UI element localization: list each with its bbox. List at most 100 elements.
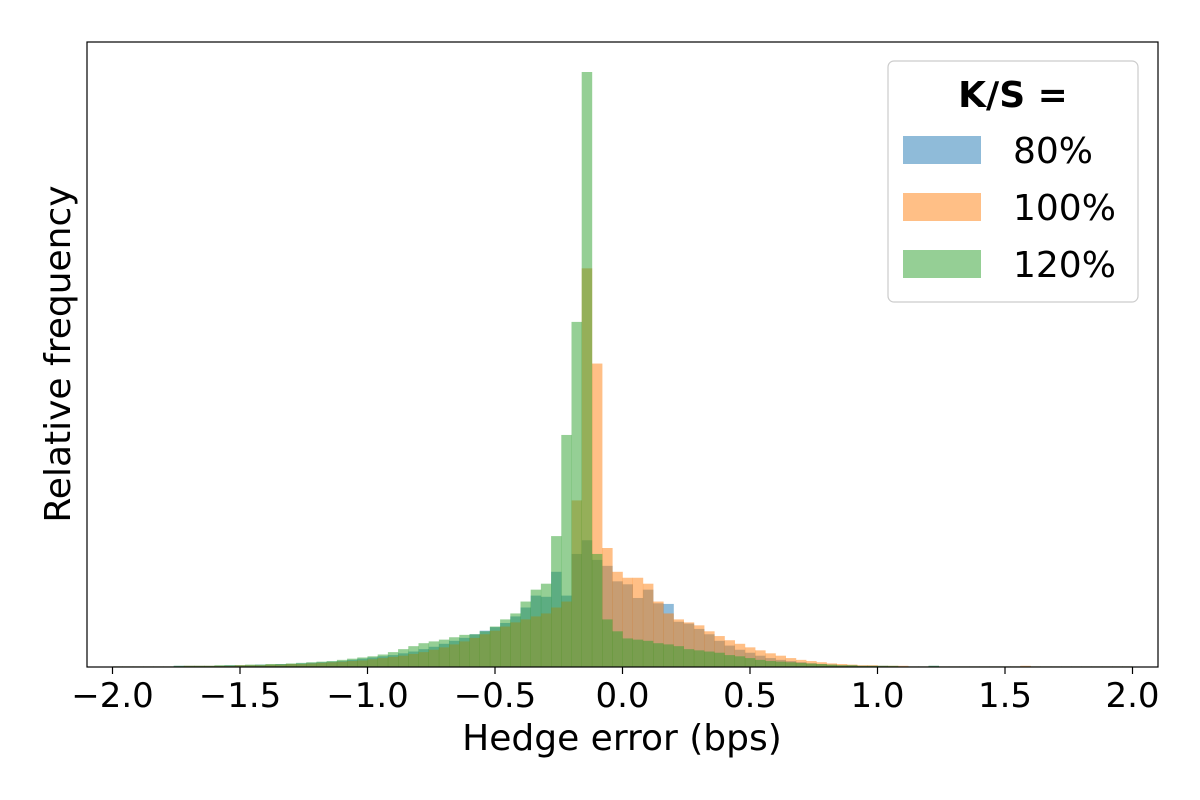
histogram-bar xyxy=(612,631,623,667)
histogram-bar xyxy=(367,656,378,667)
legend-label: 100% xyxy=(1013,188,1116,229)
histogram-bar xyxy=(775,661,786,667)
histogram-bar xyxy=(326,661,338,667)
histogram-bar xyxy=(775,655,786,667)
histogram-bar xyxy=(214,665,225,667)
histogram-bar xyxy=(653,643,664,667)
histogram-bar xyxy=(224,665,236,667)
histogram-bar xyxy=(683,622,695,668)
histogram-bar xyxy=(275,664,287,667)
histogram-bar xyxy=(704,631,715,667)
histogram-bar xyxy=(642,640,654,667)
histogram-bar xyxy=(755,659,766,667)
x-axis-label: Hedge error (bps) xyxy=(462,718,782,759)
histogram-bar xyxy=(734,656,746,667)
histogram-bar xyxy=(408,646,419,667)
histogram-bar xyxy=(296,662,307,667)
histogram-bar xyxy=(347,658,358,667)
histogram-bar xyxy=(714,652,725,667)
histogram-bar xyxy=(785,662,797,667)
histogram-bar xyxy=(704,651,715,667)
x-tick-label: −1.0 xyxy=(326,676,409,716)
histogram-bar xyxy=(398,649,409,667)
histogram-bar xyxy=(795,662,807,667)
legend-label: 80% xyxy=(1013,131,1093,172)
x-tick-label: −2.0 xyxy=(71,676,154,716)
histogram-bar xyxy=(306,662,317,667)
legend: K/S = 80% 100% 120% xyxy=(887,60,1139,303)
histogram-bar xyxy=(540,583,552,667)
legend-title: K/S = xyxy=(958,75,1068,116)
histogram-bar xyxy=(755,650,766,667)
histogram-bar xyxy=(591,553,603,667)
histogram-bar xyxy=(734,643,746,667)
histogram-bar xyxy=(632,639,644,667)
histogram-bar xyxy=(500,619,511,667)
histogram-bar xyxy=(724,640,735,667)
x-tick-label: −0.5 xyxy=(454,676,537,716)
histogram-bar xyxy=(285,663,297,667)
histogram-bar xyxy=(693,625,705,667)
histogram-bar xyxy=(449,637,460,667)
histogram-bar xyxy=(622,577,633,667)
histogram-bar xyxy=(622,638,633,667)
histogram-bar xyxy=(673,619,684,667)
x-tick-label: −1.5 xyxy=(199,676,282,716)
histogram-bar xyxy=(530,589,542,667)
legend-label: 120% xyxy=(1013,245,1116,286)
x-axis-ticks: −2.0 −1.5 −1.0 −0.5 0.0 0.5 1.0 1.5 2.0 xyxy=(71,667,1160,716)
x-tick-label: 0.0 xyxy=(595,676,649,716)
histogram-bar xyxy=(255,664,266,667)
histogram-bar xyxy=(428,641,440,667)
histogram-bar xyxy=(469,634,480,667)
legend-entries: 80% 100% 120% xyxy=(903,131,1116,286)
histogram-bar xyxy=(602,548,613,667)
histogram-bar xyxy=(551,536,562,667)
histogram-bar xyxy=(561,434,572,667)
histogram-bar xyxy=(693,650,705,667)
x-tick-label: 1.0 xyxy=(850,676,904,716)
histogram-bar xyxy=(663,613,674,667)
histogram-bar xyxy=(438,639,450,667)
series-100pct xyxy=(112,268,1133,668)
histogram-bar xyxy=(357,657,368,667)
legend-swatch xyxy=(903,250,981,278)
y-axis-label: Relative frequency xyxy=(38,185,79,522)
histogram-bar xyxy=(836,665,848,667)
series-120pct xyxy=(112,72,1133,668)
histogram-bar xyxy=(387,652,399,668)
histogram-bar xyxy=(418,643,429,667)
legend-swatch xyxy=(903,193,981,221)
histogram-bar xyxy=(336,659,348,667)
histogram-bar xyxy=(612,571,623,667)
histogram-bar xyxy=(765,661,776,667)
histogram-bar xyxy=(806,663,817,667)
histogram-bar xyxy=(846,665,858,667)
histogram-bar xyxy=(591,363,603,667)
histogram-bar xyxy=(520,601,531,667)
histogram-bar xyxy=(765,653,776,667)
histogram-bar xyxy=(571,321,582,667)
x-tick-label: 1.5 xyxy=(978,676,1032,716)
histogram-bar xyxy=(510,613,521,667)
histogram-bar xyxy=(245,664,256,667)
histogram-bar xyxy=(459,634,470,667)
histogram-bar xyxy=(632,577,644,667)
x-tick-label: 0.5 xyxy=(723,676,777,716)
histogram-bar xyxy=(265,664,276,667)
histogram-bar xyxy=(683,649,695,667)
histogram-bar xyxy=(663,644,674,667)
histogram-bar xyxy=(642,583,654,667)
histogram-bar xyxy=(479,631,491,667)
legend-swatch xyxy=(903,136,981,164)
histogram-bar xyxy=(316,661,327,667)
histogram-bar xyxy=(602,619,613,667)
histogram-bar xyxy=(724,655,735,667)
histogram-bar xyxy=(744,658,756,667)
histogram-bar xyxy=(489,626,501,667)
histogram-bar xyxy=(581,72,593,667)
histogram-bars xyxy=(112,72,1133,668)
histogram-bar xyxy=(744,647,756,667)
histogram-bar xyxy=(234,665,246,667)
